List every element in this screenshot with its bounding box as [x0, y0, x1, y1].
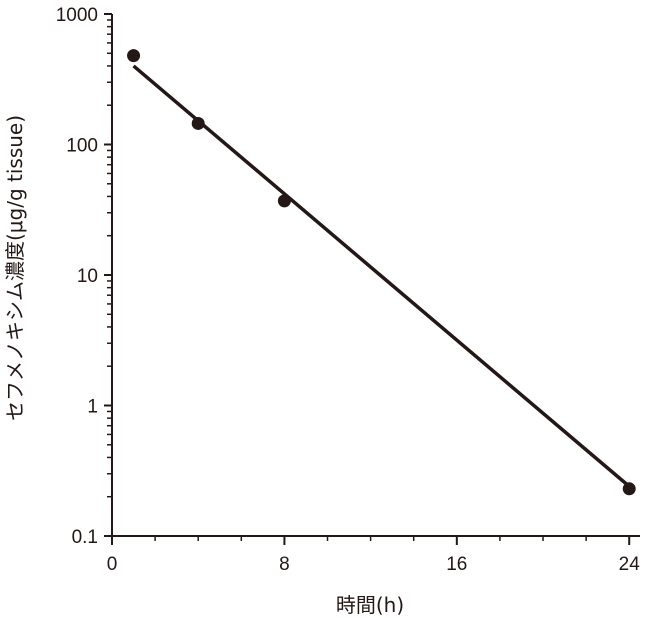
y-tick-label: 1 [87, 397, 98, 418]
y-tick-label: 100 [66, 136, 98, 157]
series [127, 49, 636, 496]
y-tick-label: 10 [77, 266, 98, 287]
fit-line [132, 64, 631, 488]
data-point [622, 482, 636, 496]
x-tick-label: 8 [279, 554, 290, 575]
tick-labels: 0.1 1 10 100 1000 0 8 16 24 [56, 5, 641, 575]
data-point [277, 194, 291, 208]
axes [111, 14, 640, 537]
x-tick-label: 0 [107, 554, 118, 575]
y-axis-title: セフメノキシム濃度(μg/g tissue) [3, 115, 27, 421]
data-point [191, 116, 205, 130]
data-point [127, 49, 141, 63]
y-tick-label: 0.1 [72, 527, 98, 548]
x-axis-title: 時間(h) [336, 593, 404, 617]
x-tick-label: 16 [446, 554, 467, 575]
y-tick-label: 1000 [56, 5, 98, 26]
x-tick-label: 24 [619, 554, 641, 575]
ticks [104, 13, 631, 545]
